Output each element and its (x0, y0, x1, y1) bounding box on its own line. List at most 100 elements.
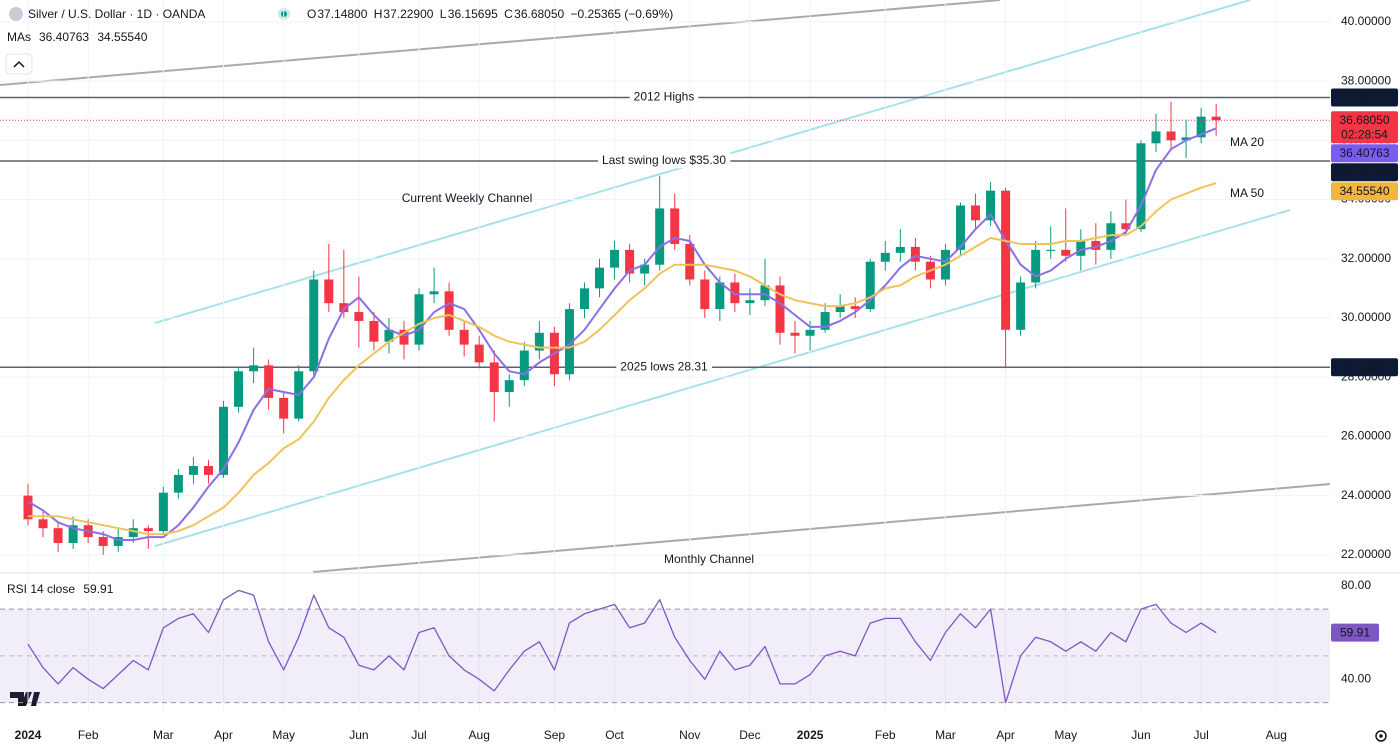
candle-body (113, 537, 123, 546)
price-badge-label: 35.30289 (1339, 165, 1389, 179)
candle-body (1061, 249, 1071, 256)
x-tick-label: Feb (78, 728, 99, 742)
candle-body (700, 279, 710, 310)
candle-body (369, 320, 379, 342)
logo-shape (10, 692, 40, 706)
x-tick-label: Aug (1266, 728, 1287, 742)
chevron[interactable] (13, 60, 25, 68)
candle-body (384, 329, 394, 342)
candle-body (354, 312, 364, 321)
candle-body (730, 282, 740, 304)
ma-legend-value: 34.55540 (97, 30, 147, 44)
x-tick-label: Apr (996, 728, 1015, 742)
candle-body (775, 285, 785, 333)
candle-body (1211, 116, 1221, 121)
candle-body (414, 294, 424, 345)
level-label: 2012 Highs (634, 90, 695, 104)
candle-body (745, 300, 755, 304)
x-tick-label: Mar (935, 728, 956, 742)
candle-body (38, 519, 48, 529)
candle-body (98, 537, 108, 546)
ma-legend-title: MAs (7, 30, 31, 44)
x-tick-label: Feb (875, 728, 896, 742)
candle-body (655, 208, 665, 265)
candle-body (1106, 223, 1116, 250)
candle-body (1046, 249, 1056, 251)
symbol-icon (9, 7, 23, 21)
y-tick-label: 40.00000 (1341, 14, 1391, 28)
candle-body (399, 329, 409, 345)
candle-body (670, 208, 680, 244)
y-tick-label: 24.00000 (1341, 488, 1391, 502)
candle-body (279, 397, 289, 419)
candle-body (173, 474, 183, 493)
candle-body (910, 246, 920, 262)
ohlc-value: 37.22900 (383, 7, 433, 21)
price-badge-label: 36.40763 (1339, 146, 1389, 160)
candle-body (1001, 190, 1011, 330)
ohlc-key: C (504, 7, 513, 21)
candle-body (504, 380, 514, 392)
y-tick-label: 30.00000 (1341, 310, 1391, 324)
y-tick-label: 22.00000 (1341, 547, 1391, 561)
ohlc-key: O (307, 7, 316, 21)
button-frame[interactable] (5, 53, 33, 75)
candle-body (1121, 223, 1131, 230)
candle-body (640, 264, 650, 274)
collapse-button[interactable] (5, 53, 33, 75)
price-badge-label: 37.44723 (1339, 90, 1389, 104)
candle-body (219, 406, 229, 475)
candle-body (1166, 131, 1176, 141)
candle-body (23, 495, 33, 520)
x-tick-label: Aug (469, 728, 490, 742)
monthly-channel-lower (312, 483, 1331, 573)
settings-icon[interactable] (1375, 730, 1387, 742)
moving-average (28, 182, 1217, 536)
ohlc-value: 36.68050 (514, 7, 564, 21)
x-tick-label: Sep (544, 728, 566, 742)
candle-body (579, 288, 589, 310)
candle-body (309, 279, 319, 372)
price-badge-label: 28.33432 (1339, 360, 1389, 374)
gear-center[interactable] (1379, 734, 1383, 738)
rsi-legend-title: RSI 14 close (7, 582, 75, 596)
candle-body (835, 306, 845, 313)
rsi-legend-value: 59.91 (83, 582, 113, 596)
candle-body (489, 362, 499, 392)
price-badge-countdown: 02:28:54 (1341, 127, 1388, 141)
x-tick-label: Jul (1193, 728, 1208, 742)
candle-body (1076, 240, 1086, 256)
price-change: −0.25365 (−0.69%) (571, 7, 674, 21)
candle-body (188, 466, 198, 475)
candle-body (203, 466, 213, 475)
candle-body (1091, 240, 1101, 250)
x-tick-label: Apr (214, 728, 233, 742)
price-badge (1331, 182, 1398, 201)
candle-body (429, 291, 439, 295)
candle-body (68, 525, 78, 543)
candle-body (715, 282, 725, 310)
candle-body (805, 329, 815, 336)
candle-body (564, 309, 574, 375)
level-label-bg (629, 88, 699, 105)
candle-body (880, 252, 890, 262)
gear[interactable] (1375, 730, 1387, 742)
x-tick-label: Nov (679, 728, 700, 742)
series-label: MA 20 (1230, 135, 1264, 149)
moving-average (27, 127, 1217, 541)
candle-body (459, 329, 469, 345)
rsi-badge (1331, 623, 1379, 642)
price-badge-label: 34.55540 (1339, 184, 1389, 198)
series-label: MA 50 (1230, 186, 1264, 200)
candle-body (249, 365, 259, 372)
candle-body (820, 312, 830, 330)
x-tick-label: May (272, 728, 295, 742)
candle-body (850, 306, 860, 310)
price-badge (1331, 163, 1398, 182)
x-tick-label: Jun (1131, 728, 1150, 742)
ohlc-key: H (374, 7, 383, 21)
candle-body (128, 528, 138, 538)
price-badge (1331, 144, 1398, 163)
candle-body (625, 249, 635, 274)
